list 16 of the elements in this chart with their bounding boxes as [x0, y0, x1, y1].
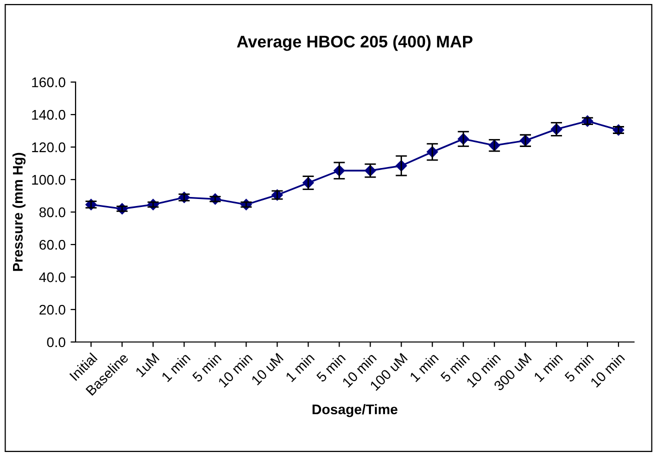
- y-tick-label: 20.0: [40, 304, 66, 315]
- x-axis-title: Dosage/Time: [312, 404, 398, 418]
- y-tick-label: 140.0: [32, 110, 66, 120]
- y-tick-label: 40.0: [39, 272, 66, 282]
- y-tick-label: 60.0: [40, 240, 66, 250]
- y-tick-label: 0.0: [47, 337, 66, 348]
- chart-title: Average HBOC 205 (400) MAP: [236, 35, 472, 51]
- x-tick-label: 1 min: [409, 352, 439, 382]
- y-axis-title: Pressure (mm Hg): [12, 152, 26, 271]
- x-tick-label: 1 min: [284, 352, 315, 382]
- y-tick-label: 80.0: [39, 207, 66, 218]
- y-tick-label: 160.0: [32, 77, 66, 88]
- x-tick-label: 1 min: [533, 352, 563, 382]
- y-tick-label: 120.0: [32, 142, 66, 152]
- y-tick-label: 100.0: [32, 174, 66, 185]
- x-tick-label: 1 min: [160, 352, 191, 382]
